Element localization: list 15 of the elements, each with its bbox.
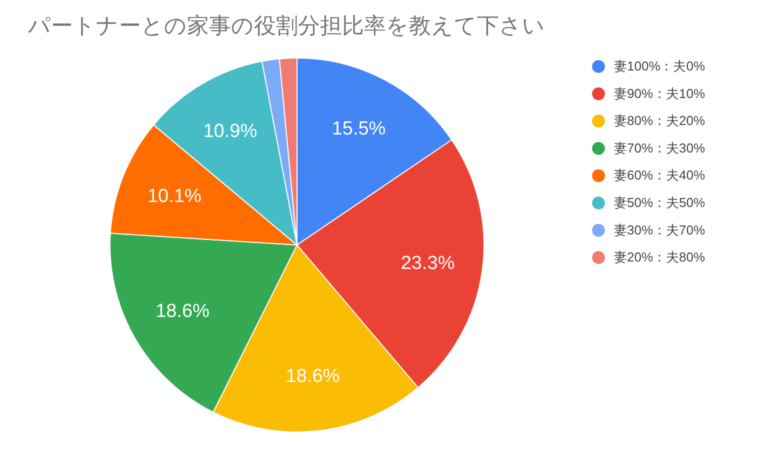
legend-label: 妻60%：夫40%	[614, 168, 706, 183]
chart-title: パートナーとの家事の役割分担比率を教えて下さい	[27, 13, 545, 38]
data-label: 18.6%	[286, 366, 340, 388]
data-label: 10.9%	[203, 121, 258, 142]
legend-label: 妻70%：夫30%	[614, 140, 706, 156]
data-label: 18.6%	[156, 300, 210, 322]
legend-label: 妻80%：夫20%	[614, 113, 706, 128]
data-label: 10.1%	[147, 186, 202, 208]
legend-label: 妻90%：夫10%	[614, 86, 706, 101]
legend-label: 妻30%：夫70%	[614, 222, 706, 238]
data-label: 15.5%	[332, 118, 386, 140]
legend-label: 妻20%：夫80%	[614, 250, 706, 265]
legend-label: 妻50%：夫50%	[614, 195, 706, 210]
legend-label: 妻100%：夫0%	[614, 58, 706, 74]
data-label: 23.3%	[400, 252, 455, 274]
